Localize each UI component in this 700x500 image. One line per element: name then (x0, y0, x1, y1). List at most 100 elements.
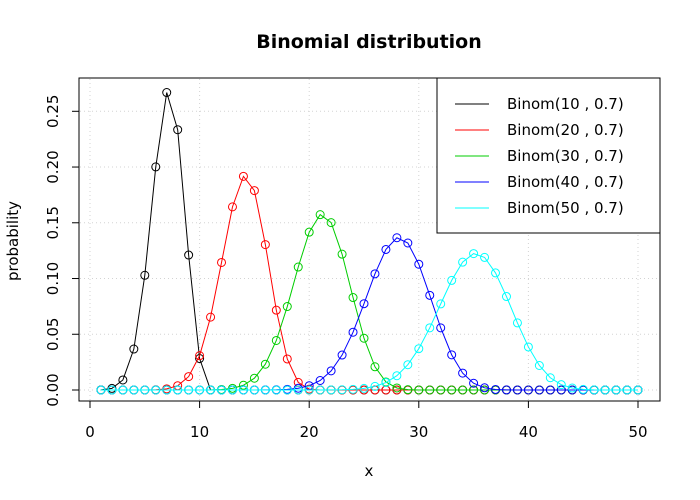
data-point (173, 385, 183, 395)
data-point (337, 350, 347, 360)
y-axis: 0.00 0.05 0.10 0.15 0.20 0.25 (44, 95, 80, 407)
data-point (129, 344, 139, 354)
data-point (129, 385, 139, 395)
data-point (173, 125, 183, 135)
x-tick-label: 0 (85, 423, 95, 441)
x-tick-label: 10 (190, 423, 209, 441)
data-point (217, 257, 227, 267)
chart-title: Binomial distribution (256, 31, 482, 53)
data-point (249, 186, 259, 196)
data-point (589, 385, 599, 395)
data-point (523, 342, 533, 352)
y-tick-label: 0.15 (44, 206, 62, 239)
data-point (260, 385, 270, 395)
y-tick-label: 0.20 (44, 150, 62, 183)
data-point (491, 384, 501, 394)
data-point (107, 385, 117, 395)
data-point (238, 380, 248, 390)
data-point (184, 372, 194, 382)
data-point (293, 262, 303, 272)
data-point (414, 344, 424, 354)
data-point (162, 385, 172, 395)
data-point (381, 244, 391, 254)
x-tick-label: 30 (409, 423, 428, 441)
data-point (436, 385, 446, 395)
data-point (633, 385, 643, 395)
x-tick-label: 20 (300, 423, 319, 441)
data-point (260, 240, 270, 250)
data-point (545, 385, 555, 395)
data-point (501, 292, 511, 302)
data-point (556, 385, 566, 395)
data-point (534, 360, 544, 370)
data-point (348, 327, 358, 337)
data-point (447, 275, 457, 285)
data-point (337, 249, 347, 259)
data-point (271, 305, 281, 315)
data-point (458, 257, 468, 267)
y-tick-label: 0.05 (44, 318, 62, 351)
data-point (184, 250, 194, 260)
legend-label: Binom(40 , 0.7) (507, 173, 624, 191)
data-point (501, 385, 511, 395)
x-axis: 0 10 20 30 40 50 (85, 400, 648, 441)
data-point (611, 385, 621, 395)
data-point (282, 354, 292, 364)
x-tick-label: 50 (628, 423, 647, 441)
data-point (151, 162, 161, 172)
series-line (100, 237, 638, 391)
data-point (271, 385, 281, 395)
data-point (447, 350, 457, 360)
data-point (151, 385, 161, 395)
data-point (425, 385, 435, 395)
data-point (260, 359, 270, 369)
data-point (392, 371, 402, 381)
data-point (271, 335, 281, 345)
legend-item: Binom(30 , 0.7) (455, 147, 624, 165)
data-point (403, 238, 413, 248)
data-point (556, 380, 566, 390)
data-point (469, 378, 479, 388)
data-point (491, 268, 501, 278)
data-point (458, 385, 468, 395)
data-point (414, 385, 424, 395)
data-point (326, 366, 336, 376)
data-point (337, 385, 347, 395)
data-point (480, 383, 490, 393)
series-4 (96, 233, 643, 395)
data-point (162, 88, 172, 98)
data-point (512, 385, 522, 395)
data-point (469, 385, 479, 395)
data-point (534, 385, 544, 395)
series-line (100, 213, 638, 391)
data-point (600, 385, 610, 395)
data-point (227, 385, 237, 395)
data-point (249, 373, 259, 383)
data-point (359, 299, 369, 309)
y-tick-label: 0.00 (44, 373, 62, 406)
data-point (622, 385, 632, 395)
data-point (227, 202, 237, 212)
series-5 (96, 249, 643, 395)
legend-item: Binom(40 , 0.7) (455, 173, 624, 191)
data-point (480, 252, 490, 262)
data-point (238, 385, 248, 395)
x-tick-label: 40 (519, 423, 538, 441)
data-point (326, 218, 336, 228)
data-point (282, 385, 292, 395)
data-point (118, 385, 128, 395)
data-point (238, 171, 248, 181)
legend-label: Binom(20 , 0.7) (507, 121, 624, 139)
series-3 (96, 210, 643, 395)
data-point (217, 385, 227, 395)
data-point (447, 385, 457, 395)
data-point (184, 385, 194, 395)
data-point (480, 385, 490, 395)
legend-item: Binom(10 , 0.7) (455, 95, 624, 113)
data-point (293, 385, 303, 395)
data-point (315, 210, 325, 220)
data-point (206, 312, 216, 322)
plot-series (96, 88, 643, 395)
legend: Binom(10 , 0.7) Binom(20 , 0.7) Binom(30 ,… (436, 77, 661, 234)
data-point (469, 249, 479, 259)
